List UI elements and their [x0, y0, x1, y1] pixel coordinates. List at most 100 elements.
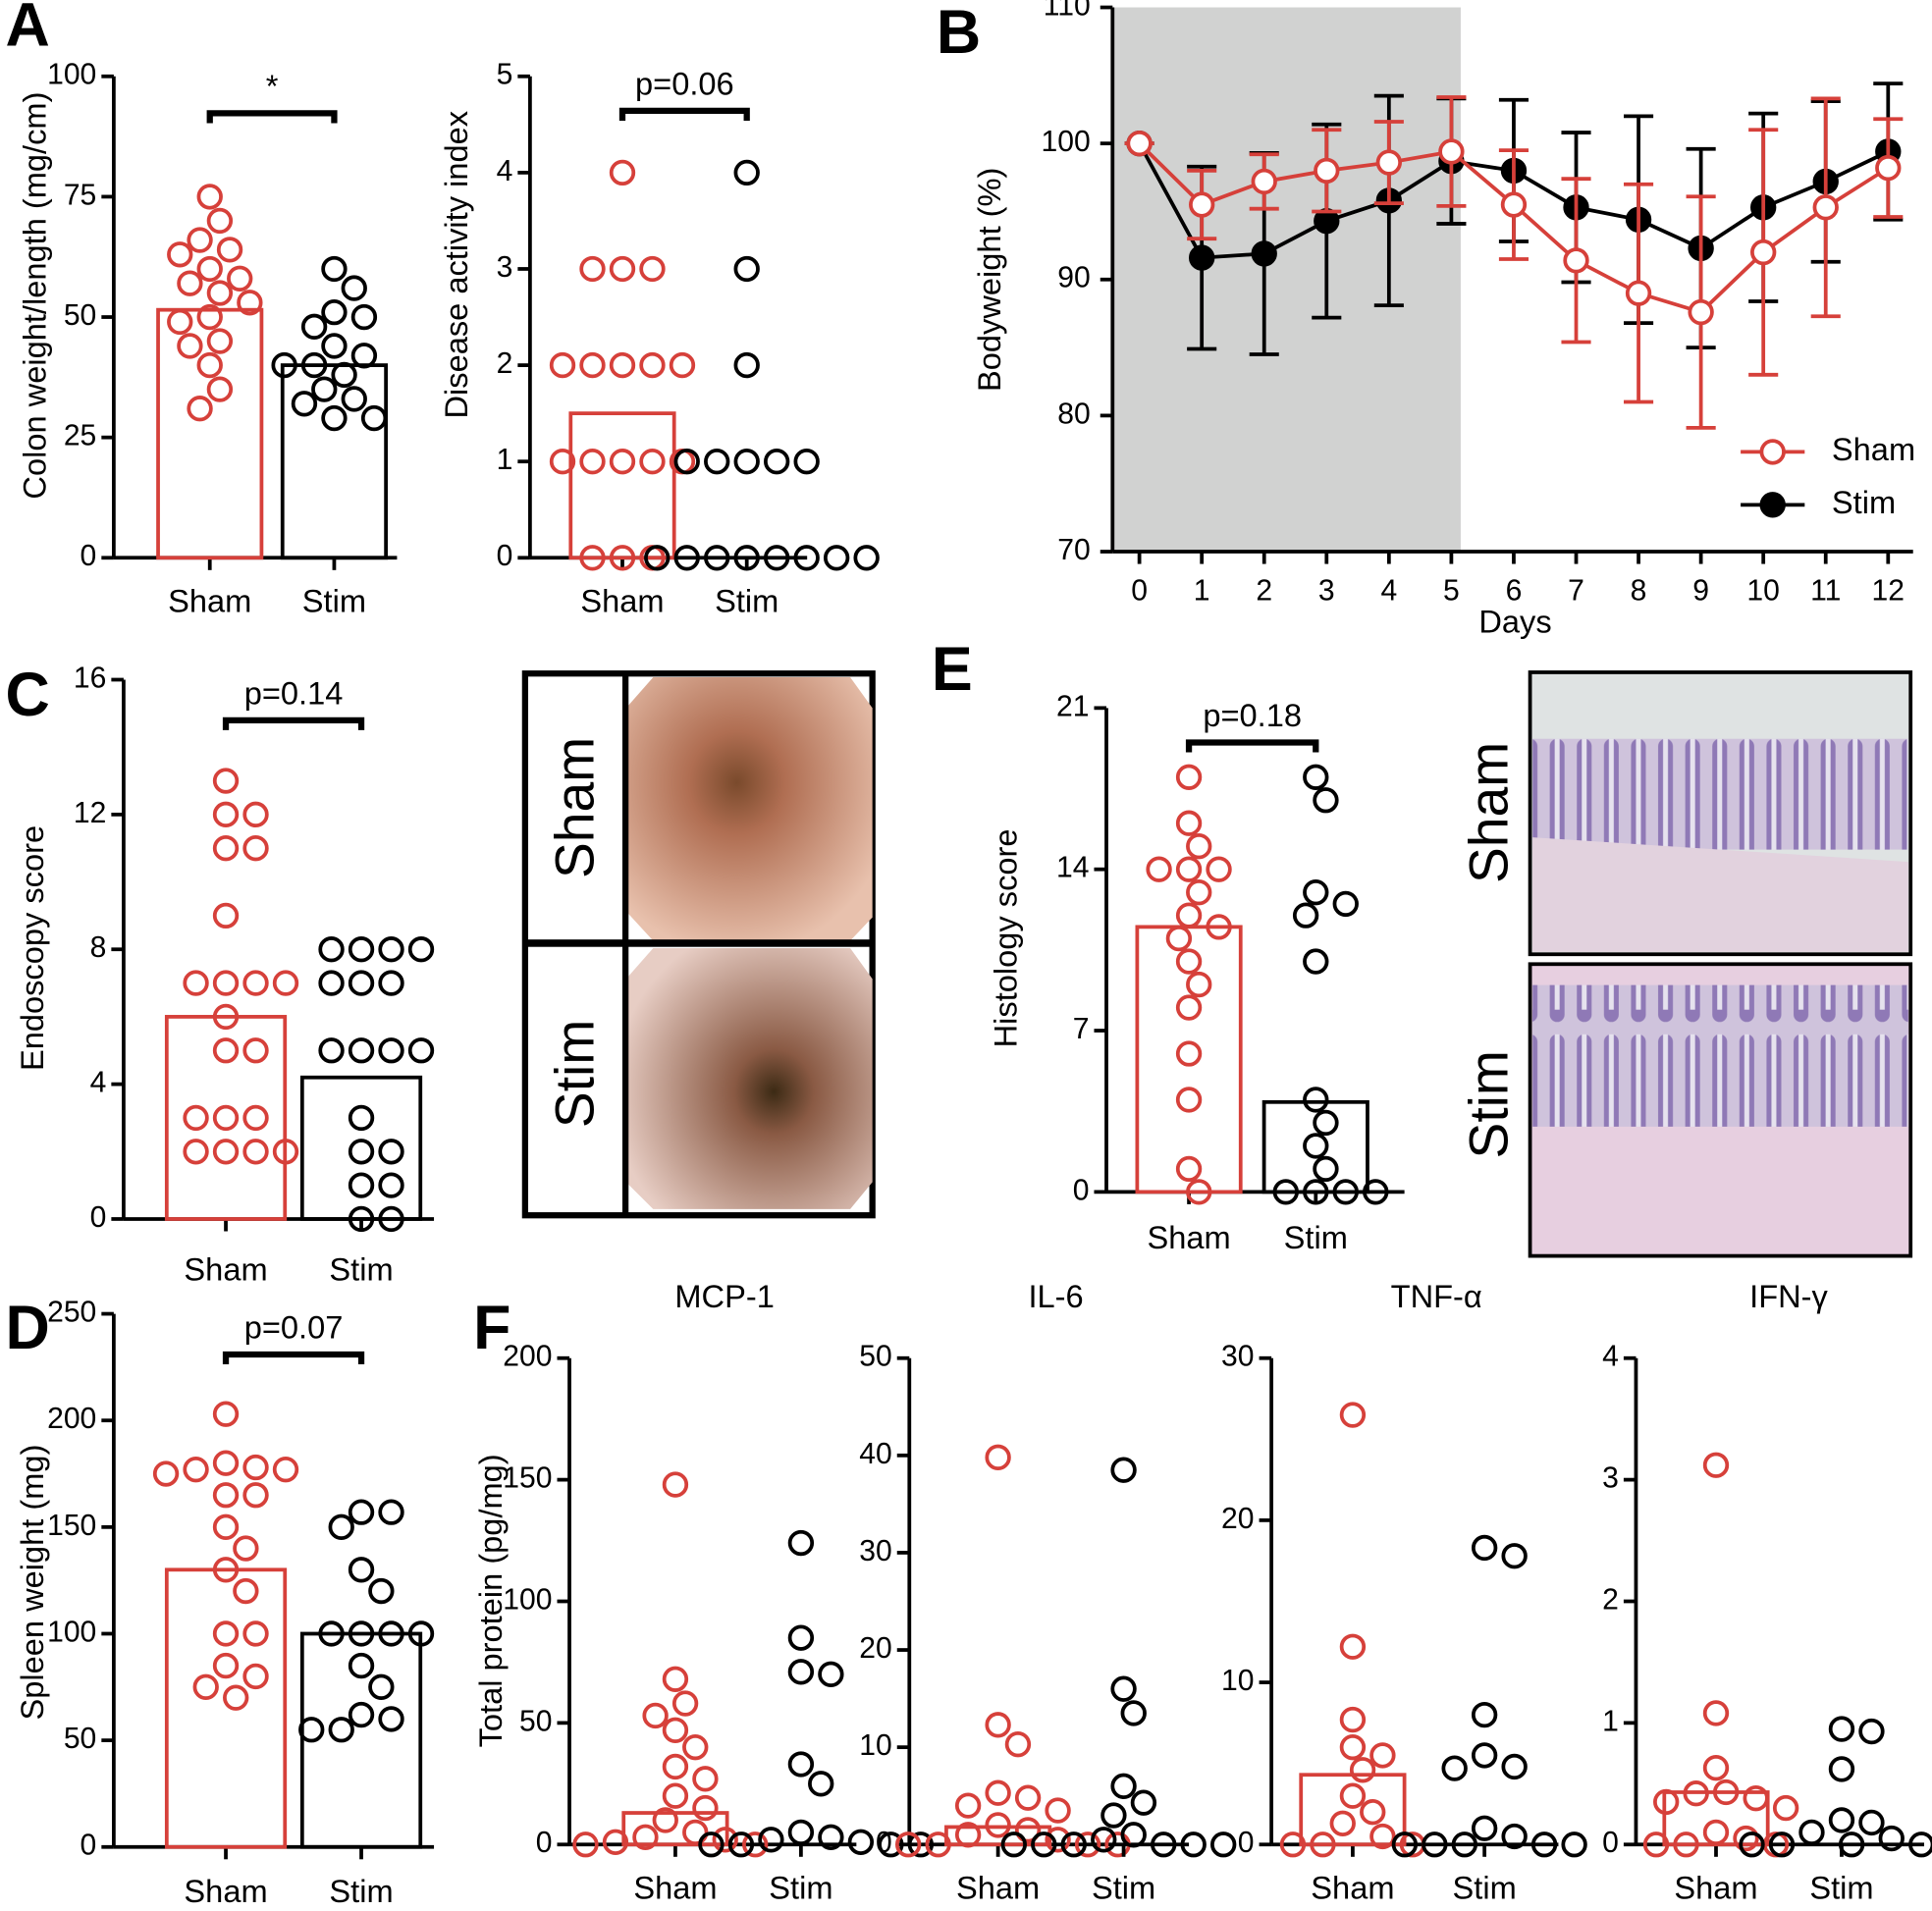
- data-point: [1375, 149, 1403, 176]
- data-point: [1165, 925, 1193, 952]
- data-point: [1175, 994, 1203, 1021]
- x-tick-label: Stim: [1284, 1219, 1348, 1255]
- data-point: [1175, 856, 1203, 882]
- data-point: [1653, 1788, 1680, 1816]
- significance-bracket: [222, 717, 365, 730]
- data-point: [350, 343, 378, 369]
- data-point: [206, 376, 234, 402]
- data-point: [1768, 1831, 1796, 1858]
- x-tick-label: 5: [1443, 574, 1460, 607]
- data-point: [1625, 280, 1652, 306]
- data-point: [1186, 1179, 1212, 1205]
- data-point: [985, 1812, 1011, 1838]
- data-point: [298, 1717, 325, 1743]
- data-point: [1471, 1742, 1498, 1769]
- data-point: [318, 1037, 345, 1064]
- y-tick-label: 30: [1221, 1341, 1254, 1373]
- x-tick-label: 0: [1131, 574, 1148, 607]
- data-point: [1074, 1831, 1101, 1858]
- data-point: [572, 1831, 599, 1858]
- data-point: [1272, 1179, 1299, 1205]
- y-tick-label: 4: [1602, 1341, 1619, 1373]
- data-point: [348, 1620, 375, 1647]
- data-point: [212, 970, 240, 996]
- data-point: [1339, 1733, 1367, 1761]
- data-point: [742, 1831, 769, 1858]
- data-point: [733, 449, 760, 475]
- x-tick-label: 6: [1506, 574, 1523, 607]
- x-tick-label: Stim: [1092, 1869, 1155, 1905]
- y-tick-label: 250: [47, 1297, 96, 1329]
- data-point: [212, 1513, 240, 1541]
- y-tick-label: 2: [1602, 1583, 1619, 1616]
- data-point: [1110, 1457, 1137, 1483]
- y-tick-label: 3: [1602, 1462, 1619, 1495]
- data-point: [609, 159, 636, 186]
- y-tick-label: 50: [64, 299, 96, 332]
- data-point: [341, 386, 367, 412]
- data-point: [818, 1824, 844, 1850]
- data-point: [321, 255, 348, 283]
- data-point: [823, 545, 850, 571]
- mean-bar: [1135, 925, 1243, 1194]
- data-point: [378, 1139, 404, 1165]
- y-tick-label: 40: [859, 1438, 891, 1470]
- data-point: [242, 1482, 269, 1509]
- data-point: [579, 449, 606, 475]
- data-point: [1501, 1753, 1528, 1780]
- data-point: [682, 1819, 709, 1846]
- data-point: [662, 1753, 689, 1780]
- image-label: Sham: [1459, 742, 1520, 883]
- data-point: [1189, 244, 1215, 271]
- data-point: [1180, 1831, 1207, 1858]
- y-axis-label: Disease activity index: [438, 111, 474, 419]
- y-tick-label: 3: [497, 251, 513, 284]
- data-point: [348, 1701, 375, 1728]
- data-point: [733, 351, 760, 379]
- data-point: [733, 545, 760, 571]
- data-point: [378, 1499, 404, 1525]
- data-point: [639, 351, 666, 379]
- data-point: [1175, 902, 1203, 929]
- panel-label: E: [932, 635, 973, 704]
- significance-label: p=0.18: [1203, 697, 1302, 733]
- data-point: [853, 545, 880, 571]
- significance-bracket: [206, 110, 338, 124]
- y-tick-label: 150: [503, 1462, 552, 1495]
- chart-title: IL-6: [1028, 1278, 1083, 1314]
- data-point: [407, 1037, 435, 1064]
- data-point: [644, 545, 671, 571]
- data-point: [242, 1663, 269, 1690]
- y-tick-label: 5: [497, 59, 513, 91]
- x-tick-label: Sham: [1674, 1869, 1757, 1905]
- y-tick-label: 0: [497, 540, 513, 572]
- data-point: [669, 351, 696, 379]
- data-point: [1151, 1831, 1177, 1858]
- data-point: [341, 275, 367, 301]
- y-tick-label: 1: [497, 444, 513, 476]
- data-point: [1451, 1831, 1477, 1858]
- data-point: [985, 1779, 1011, 1806]
- data-point: [321, 298, 348, 326]
- significance-bracket: [1185, 739, 1319, 753]
- data-point: [242, 1620, 269, 1647]
- data-point: [378, 1706, 404, 1732]
- y-tick-label: 20: [1221, 1503, 1254, 1535]
- data-point: [271, 351, 297, 379]
- data-point: [348, 1205, 375, 1233]
- data-point: [549, 449, 576, 475]
- data-point: [1175, 1087, 1203, 1113]
- x-tick-label: Stim: [1453, 1869, 1517, 1905]
- data-point: [348, 1557, 375, 1583]
- data-point: [1130, 1789, 1157, 1816]
- data-point: [1313, 787, 1339, 814]
- data-point: [1120, 1822, 1147, 1848]
- y-tick-label: 0: [80, 540, 97, 572]
- data-point: [1438, 138, 1465, 165]
- y-tick-label: 0: [1238, 1827, 1255, 1859]
- data-point: [758, 1827, 784, 1853]
- data-point: [1363, 1179, 1389, 1205]
- legend-label: Stim: [1832, 484, 1896, 520]
- y-tick-label: 20: [859, 1632, 891, 1665]
- y-tick-label: 30: [859, 1535, 891, 1567]
